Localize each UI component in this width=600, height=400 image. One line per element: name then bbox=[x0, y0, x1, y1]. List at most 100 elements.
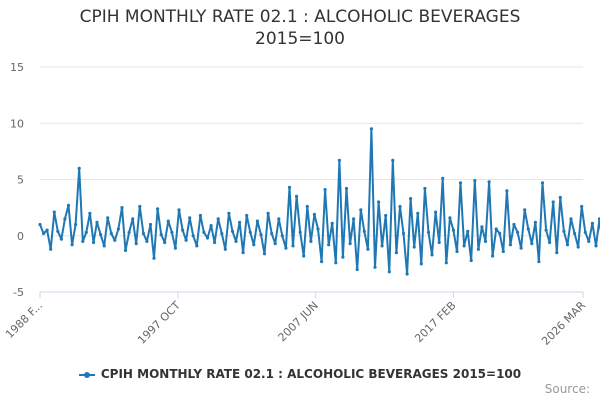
data-point[interactable] bbox=[597, 217, 600, 221]
data-point[interactable] bbox=[366, 247, 370, 251]
data-point[interactable] bbox=[59, 237, 64, 241]
data-point[interactable] bbox=[205, 236, 210, 240]
data-point[interactable] bbox=[444, 261, 448, 265]
data-point[interactable] bbox=[441, 176, 445, 180]
data-point[interactable] bbox=[131, 217, 135, 221]
data-point[interactable] bbox=[70, 243, 74, 247]
data-point[interactable] bbox=[369, 127, 373, 131]
source-credit[interactable]: Source: bbox=[544, 382, 590, 396]
data-point[interactable] bbox=[113, 238, 117, 242]
data-point[interactable] bbox=[494, 227, 498, 231]
data-point[interactable] bbox=[102, 244, 106, 248]
data-point[interactable] bbox=[548, 240, 552, 245]
data-point[interactable] bbox=[451, 228, 455, 232]
data-point[interactable] bbox=[66, 203, 71, 207]
data-point[interactable] bbox=[519, 246, 523, 250]
data-point[interactable] bbox=[594, 244, 598, 248]
data-point[interactable] bbox=[523, 208, 527, 212]
data-point[interactable] bbox=[505, 189, 509, 193]
data-point[interactable] bbox=[537, 260, 541, 264]
data-point[interactable] bbox=[184, 238, 188, 242]
data-point[interactable] bbox=[437, 240, 441, 245]
data-point[interactable] bbox=[287, 185, 292, 189]
data-point[interactable] bbox=[508, 243, 512, 247]
data-point[interactable] bbox=[77, 166, 81, 170]
data-point[interactable] bbox=[405, 272, 409, 276]
data-point[interactable] bbox=[262, 252, 267, 256]
data-point[interactable] bbox=[81, 239, 85, 243]
data-point[interactable] bbox=[430, 253, 434, 257]
data-series[interactable] bbox=[38, 127, 600, 276]
data-point[interactable] bbox=[284, 246, 288, 250]
data-point[interactable] bbox=[52, 210, 56, 214]
data-point[interactable] bbox=[291, 244, 295, 248]
data-point[interactable] bbox=[198, 213, 202, 218]
data-point[interactable] bbox=[401, 231, 406, 236]
data-point[interactable] bbox=[423, 186, 427, 191]
data-point[interactable] bbox=[348, 242, 352, 246]
data-point[interactable] bbox=[163, 240, 167, 245]
data-point[interactable] bbox=[323, 188, 327, 192]
data-point[interactable] bbox=[455, 249, 459, 254]
data-point[interactable] bbox=[344, 186, 349, 191]
data-point[interactable] bbox=[177, 208, 181, 212]
data-point[interactable] bbox=[387, 270, 391, 274]
data-point[interactable] bbox=[202, 230, 206, 234]
data-point[interactable] bbox=[327, 243, 331, 247]
data-point[interactable] bbox=[99, 233, 103, 237]
data-point[interactable] bbox=[170, 230, 174, 234]
data-point[interactable] bbox=[298, 230, 302, 234]
data-point[interactable] bbox=[280, 234, 284, 238]
data-point[interactable] bbox=[188, 216, 192, 220]
data-point[interactable] bbox=[380, 244, 384, 248]
data-point[interactable] bbox=[533, 220, 538, 224]
data-point[interactable] bbox=[458, 181, 463, 185]
data-point[interactable] bbox=[384, 213, 388, 218]
data-point[interactable] bbox=[562, 229, 566, 233]
data-point[interactable] bbox=[230, 229, 235, 233]
data-point[interactable] bbox=[84, 230, 88, 234]
data-point[interactable] bbox=[576, 245, 580, 249]
data-point[interactable] bbox=[88, 211, 92, 215]
data-point[interactable] bbox=[416, 211, 420, 215]
data-point[interactable] bbox=[56, 229, 60, 233]
data-point[interactable] bbox=[551, 200, 555, 204]
data-point[interactable] bbox=[273, 242, 277, 246]
data-point[interactable] bbox=[181, 228, 185, 232]
data-point[interactable] bbox=[352, 217, 356, 221]
legend[interactable]: CPIH MONTHLY RATE 02.1 : ALCOHOLIC BEVER… bbox=[0, 367, 600, 381]
data-point[interactable] bbox=[91, 240, 96, 245]
data-point[interactable] bbox=[530, 242, 534, 246]
data-point[interactable] bbox=[580, 204, 584, 209]
data-point[interactable] bbox=[223, 247, 227, 251]
data-point[interactable] bbox=[412, 245, 416, 249]
data-point[interactable] bbox=[234, 239, 238, 243]
data-point[interactable] bbox=[145, 239, 149, 243]
data-point[interactable] bbox=[337, 158, 341, 162]
data-point[interactable] bbox=[555, 251, 559, 255]
data-point[interactable] bbox=[49, 247, 53, 251]
data-point[interactable] bbox=[152, 256, 156, 260]
data-point[interactable] bbox=[516, 230, 520, 234]
data-point[interactable] bbox=[213, 240, 217, 245]
data-point[interactable] bbox=[334, 261, 338, 265]
data-point[interactable] bbox=[359, 208, 363, 212]
data-point[interactable] bbox=[362, 229, 366, 233]
data-point[interactable] bbox=[252, 243, 256, 247]
data-point[interactable] bbox=[394, 251, 398, 255]
data-point[interactable] bbox=[216, 217, 220, 221]
data-point[interactable] bbox=[38, 222, 42, 227]
data-point[interactable] bbox=[270, 231, 274, 236]
data-point[interactable] bbox=[501, 249, 505, 254]
data-point[interactable] bbox=[302, 254, 306, 258]
data-point[interactable] bbox=[248, 230, 252, 234]
data-point[interactable] bbox=[42, 231, 46, 236]
series-line[interactable] bbox=[39, 127, 600, 275]
data-point[interactable] bbox=[434, 210, 438, 214]
data-point[interactable] bbox=[241, 251, 245, 255]
data-point[interactable] bbox=[426, 230, 431, 234]
data-point[interactable] bbox=[259, 233, 263, 237]
data-point[interactable] bbox=[191, 234, 195, 238]
data-point[interactable] bbox=[138, 204, 142, 209]
data-point[interactable] bbox=[373, 265, 377, 269]
